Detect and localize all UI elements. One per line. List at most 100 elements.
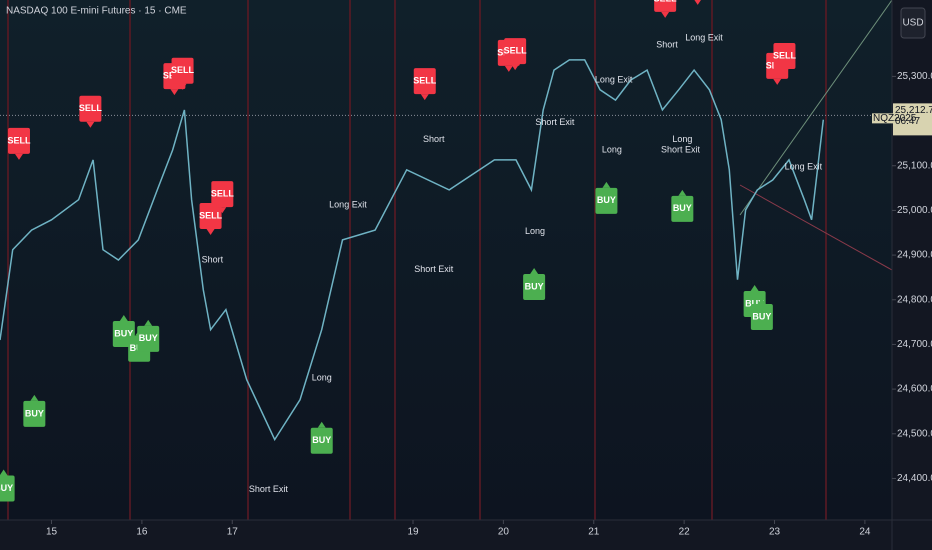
signal-pointer bbox=[119, 314, 128, 321]
signal-label: BUY bbox=[0, 483, 13, 493]
signal-label: BUY bbox=[114, 328, 133, 338]
signal-pointer bbox=[218, 207, 227, 214]
signal-pointer bbox=[30, 394, 39, 401]
signal-label: BUY bbox=[597, 195, 616, 205]
signal-box bbox=[773, 43, 796, 70]
currency-label[interactable]: USD bbox=[902, 18, 923, 29]
last-price-tag bbox=[893, 103, 932, 136]
price-axis-panel bbox=[892, 0, 932, 550]
symbol-label: NQZ2025 bbox=[873, 113, 917, 124]
signal-pointer bbox=[750, 285, 759, 292]
signal-box bbox=[504, 38, 527, 65]
y-tick-label: 25,100.00 bbox=[897, 160, 932, 171]
y-tick-label: 24,700.00 bbox=[897, 339, 932, 350]
annotation: Long Exit bbox=[329, 199, 367, 209]
x-tick-label: 23 bbox=[769, 527, 781, 538]
signal-pointer bbox=[86, 121, 95, 128]
y-tick-label: 24,600.00 bbox=[897, 384, 932, 395]
signal-pointer bbox=[678, 189, 687, 196]
signal-label: SELL bbox=[504, 46, 528, 56]
annotation: Long Exit bbox=[595, 74, 633, 84]
x-tick-label: 15 bbox=[46, 527, 58, 538]
signal-pointer bbox=[317, 421, 326, 428]
trend-lines bbox=[739, 0, 893, 271]
signal-label: BUY bbox=[745, 298, 764, 308]
signal-pointer bbox=[144, 319, 153, 326]
price-line bbox=[0, 59, 825, 442]
signal-label: SELL bbox=[211, 188, 235, 198]
x-tick-label: 20 bbox=[498, 527, 510, 538]
annotation: Long bbox=[672, 134, 692, 144]
signal-pointer bbox=[602, 181, 611, 188]
annotation: Long Exit bbox=[685, 32, 723, 42]
signal-label: BUY bbox=[525, 281, 544, 291]
signal-box bbox=[413, 68, 436, 95]
signal-pointer bbox=[530, 268, 539, 275]
signal-pointer bbox=[694, 0, 701, 5]
time-axis-panel bbox=[0, 520, 892, 550]
signal-box bbox=[671, 195, 694, 222]
annotation: Short Exit bbox=[249, 484, 289, 494]
y-tick-label: 24,800.00 bbox=[897, 294, 932, 305]
y-tick-label: 24,400.00 bbox=[897, 473, 932, 484]
signal-label: BUY bbox=[673, 203, 692, 213]
signal-pointer bbox=[504, 65, 513, 72]
signal-pointer bbox=[757, 297, 766, 304]
x-tick-label: 17 bbox=[227, 527, 239, 538]
signal-label: BUY bbox=[752, 311, 771, 321]
y-tick-label: 25,000.00 bbox=[897, 205, 932, 216]
signal-pointer bbox=[0, 469, 8, 476]
signal-label: SELL bbox=[79, 103, 103, 113]
annotation: Long bbox=[602, 144, 622, 154]
signal-label: SELL bbox=[199, 210, 223, 220]
x-tick-label: 21 bbox=[588, 527, 600, 538]
signal-box bbox=[0, 475, 15, 502]
x-tick-label: 16 bbox=[136, 527, 148, 538]
signal-pointer bbox=[511, 64, 520, 71]
x-tick-label: 19 bbox=[407, 527, 419, 538]
signal-box bbox=[310, 427, 333, 454]
chart-title: NASDAQ 100 E-mini Futures · 15 · CME bbox=[6, 6, 187, 17]
annotation: Long Exit bbox=[785, 161, 823, 171]
signal-box bbox=[79, 95, 102, 122]
signal-pointer bbox=[178, 83, 187, 90]
signal-box bbox=[199, 202, 222, 229]
signal-pointer bbox=[661, 11, 670, 18]
signal-label: SELL bbox=[171, 65, 195, 75]
y-tick-label: 24,900.00 bbox=[897, 250, 932, 261]
signal-box bbox=[137, 325, 160, 352]
signal-box bbox=[750, 303, 773, 330]
signal-pointer bbox=[206, 228, 215, 235]
annotation: Short Exit bbox=[535, 117, 575, 127]
signal-pointer bbox=[773, 78, 782, 85]
signal-label: BUY bbox=[312, 435, 331, 445]
signal-label: BUY bbox=[25, 408, 44, 418]
x-tick-label: 24 bbox=[859, 527, 871, 538]
annotation: Long bbox=[312, 372, 332, 382]
annotation: Short bbox=[656, 39, 678, 49]
symbol-tag bbox=[872, 113, 893, 124]
last-price-label: 25,212.75 bbox=[895, 105, 932, 116]
signal-pointer bbox=[420, 94, 429, 101]
currency-button[interactable] bbox=[900, 7, 926, 39]
signal-label: SELL bbox=[654, 0, 678, 3]
signal-box bbox=[211, 181, 234, 208]
signal-pointer bbox=[170, 89, 179, 96]
annotation: Short bbox=[423, 134, 445, 144]
annotation: Short Exit bbox=[661, 144, 701, 154]
signal-box bbox=[7, 127, 30, 154]
signal-pointer bbox=[780, 69, 789, 76]
annotation: Short bbox=[202, 254, 224, 264]
countdown: 06:47 bbox=[895, 116, 920, 127]
annotation: Long bbox=[525, 226, 545, 236]
plot-background bbox=[0, 0, 892, 520]
signal-box bbox=[523, 274, 546, 301]
signal-box bbox=[23, 400, 46, 427]
signal-label: BUY bbox=[139, 333, 158, 343]
signal-box bbox=[171, 57, 194, 84]
signal-label: SELL bbox=[7, 135, 31, 145]
signal-label: SELL bbox=[413, 75, 437, 85]
y-tick-label: 24,500.00 bbox=[897, 428, 932, 439]
x-tick-label: 22 bbox=[679, 527, 691, 538]
